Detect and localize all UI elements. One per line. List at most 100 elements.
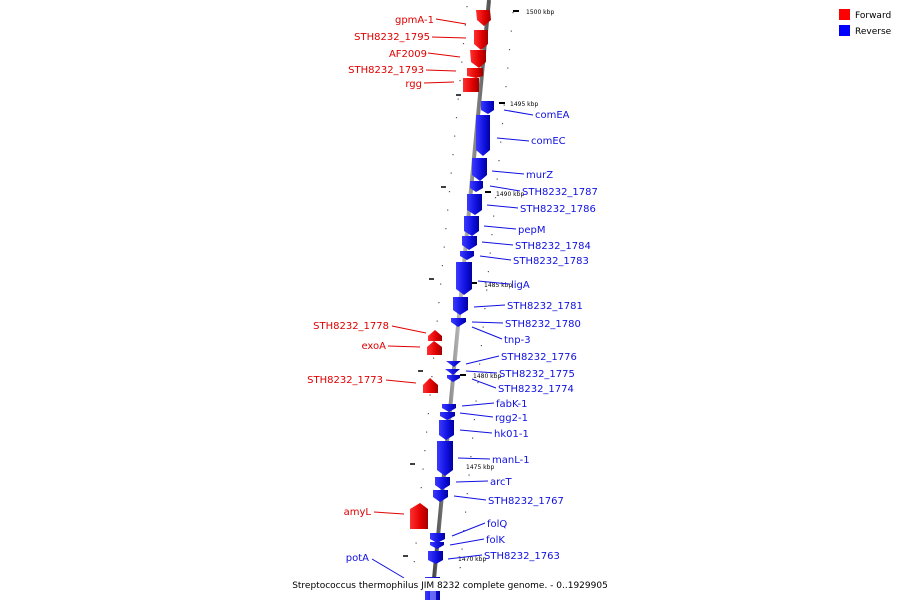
- position-dot: [508, 49, 511, 51]
- label-amyL[interactable]: amyL: [344, 507, 372, 518]
- gene-manL-1[interactable]: [437, 441, 453, 476]
- position-dot: [491, 234, 493, 236]
- label-STH8232_1783[interactable]: STH8232_1783: [513, 256, 589, 267]
- gene-STH8232_1795[interactable]: [474, 30, 488, 50]
- label-STH8232_1787[interactable]: STH8232_1787: [522, 187, 598, 198]
- label-rgg2-1[interactable]: rgg2-1: [495, 413, 528, 424]
- label-comEA[interactable]: comEA: [535, 110, 570, 121]
- label-comEC[interactable]: comEC: [531, 136, 566, 147]
- label-folQ[interactable]: folQ: [487, 519, 507, 530]
- legend-forward-label: Forward: [855, 11, 891, 21]
- gene-STH8232_1763[interactable]: [428, 551, 443, 564]
- gene-comEA[interactable]: [481, 101, 494, 114]
- gene-ligA[interactable]: [456, 262, 472, 295]
- label-hk01-1[interactable]: hk01-1: [494, 429, 529, 440]
- gene-STH8232_1767[interactable]: [433, 490, 448, 502]
- label-STH8232_1780[interactable]: STH8232_1780: [505, 319, 581, 330]
- gene-hk01-1[interactable]: [439, 420, 454, 440]
- gene-STH8232_1778[interactable]: [428, 330, 442, 341]
- label-tnp-3[interactable]: tnp-3: [504, 335, 531, 346]
- legend-forward[interactable]: Forward: [839, 9, 891, 21]
- selection-highlight: [430, 590, 436, 600]
- gene-STH8232_1781[interactable]: [453, 297, 468, 315]
- label-murZ[interactable]: murZ: [526, 170, 553, 181]
- position-dot: [447, 209, 449, 211]
- gene-STH8232_1786[interactable]: [467, 194, 482, 215]
- position-dot: [441, 265, 443, 267]
- gene-amyL[interactable]: [410, 503, 428, 529]
- label-STH8232_1793[interactable]: STH8232_1793: [348, 65, 424, 76]
- label-AF2009[interactable]: AF2009: [389, 49, 427, 60]
- label-STH8232_1775[interactable]: STH8232_1775: [499, 369, 575, 380]
- label-leaders: [371, 18, 534, 579]
- label-rgg[interactable]: rgg: [405, 79, 422, 90]
- gene-folK[interactable]: [430, 542, 444, 549]
- gene-rgg[interactable]: [463, 78, 479, 92]
- position-dot: [433, 357, 435, 359]
- position-dot: [479, 363, 481, 365]
- gene-STH8232_1787[interactable]: [470, 181, 483, 192]
- label-pepM[interactable]: pepM: [518, 225, 545, 236]
- label-manL-1[interactable]: manL-1: [492, 455, 530, 466]
- label-folK[interactable]: folK: [486, 535, 505, 546]
- position-dot: [422, 468, 424, 470]
- label-STH8232_1773[interactable]: STH8232_1773: [307, 375, 383, 386]
- gene-STH8232_1773[interactable]: [423, 378, 438, 393]
- legend-reverse[interactable]: Reverse: [839, 25, 892, 37]
- svg-text:1480 kbp: 1480 kbp: [473, 373, 501, 380]
- label-STH8232_1763[interactable]: STH8232_1763: [484, 551, 560, 562]
- label-ligA[interactable]: ligA: [511, 280, 530, 291]
- gene-STH8232_1780[interactable]: [451, 318, 466, 327]
- label-STH8232_1795[interactable]: STH8232_1795: [354, 32, 430, 43]
- gene-STH8232_1776[interactable]: [446, 361, 461, 367]
- gene-STH8232_1775[interactable]: [445, 369, 460, 375]
- position-dot: [480, 345, 482, 347]
- svg-text:1485 kbp: 1485 kbp: [484, 282, 512, 289]
- label-STH8232_1774[interactable]: STH8232_1774: [498, 384, 574, 395]
- position-dot: [424, 450, 426, 452]
- position-dot: [470, 456, 472, 458]
- label-potA[interactable]: potA: [346, 553, 369, 564]
- position-dot: [438, 302, 440, 304]
- position-dot: [466, 6, 468, 8]
- gene-pepM[interactable]: [464, 216, 479, 236]
- gene-arcT[interactable]: [435, 477, 450, 490]
- label-arcT[interactable]: arcT: [490, 477, 513, 488]
- gene-fabK-1[interactable]: [442, 404, 456, 412]
- position-dot: [500, 141, 502, 143]
- label-STH8232_1784[interactable]: STH8232_1784: [515, 241, 591, 252]
- gene-STH8232_1774[interactable]: [447, 375, 460, 382]
- position-dot: [464, 24, 466, 26]
- gene-AF2009[interactable]: [470, 50, 486, 68]
- position-dot: [448, 191, 451, 193]
- gene-STH8232_1793[interactable]: [467, 68, 483, 78]
- position-dot: [489, 252, 491, 254]
- gene-exoA[interactable]: [427, 341, 442, 355]
- label-exoA[interactable]: exoA: [361, 341, 386, 352]
- gene-comEC[interactable]: [476, 115, 490, 156]
- reverse-labels: comEA comEC murZ STH8232_1787 STH8232_17…: [346, 110, 598, 564]
- position-dot: [440, 283, 442, 285]
- gene-gpmA-1[interactable]: [476, 10, 491, 26]
- gene-STH8232_1783[interactable]: [460, 251, 474, 260]
- position-dot: [457, 98, 459, 100]
- label-STH8232_1778[interactable]: STH8232_1778: [313, 321, 389, 332]
- gene-rgg2-1[interactable]: [440, 412, 455, 420]
- label-gpmA-1[interactable]: gpmA-1: [395, 15, 434, 26]
- position-dot: [507, 67, 509, 69]
- position-dot: [445, 228, 447, 230]
- label-STH8232_1776[interactable]: STH8232_1776: [501, 352, 577, 363]
- position-dot: [484, 308, 486, 310]
- gene-folQ[interactable]: [430, 533, 445, 543]
- label-STH8232_1781[interactable]: STH8232_1781: [507, 301, 583, 312]
- position-dot: [415, 542, 417, 544]
- label-fabK-1[interactable]: fabK-1: [496, 399, 527, 410]
- tick: 1495 kbp: [499, 101, 538, 108]
- gene-murZ[interactable]: [472, 158, 487, 181]
- gene-STH8232_1784[interactable]: [462, 236, 477, 250]
- label-STH8232_1786[interactable]: STH8232_1786: [520, 204, 596, 215]
- svg-text:1470 kbp: 1470 kbp: [458, 556, 486, 563]
- svg-text:1475 kbp: 1475 kbp: [466, 464, 494, 471]
- label-STH8232_1767[interactable]: STH8232_1767: [488, 496, 564, 507]
